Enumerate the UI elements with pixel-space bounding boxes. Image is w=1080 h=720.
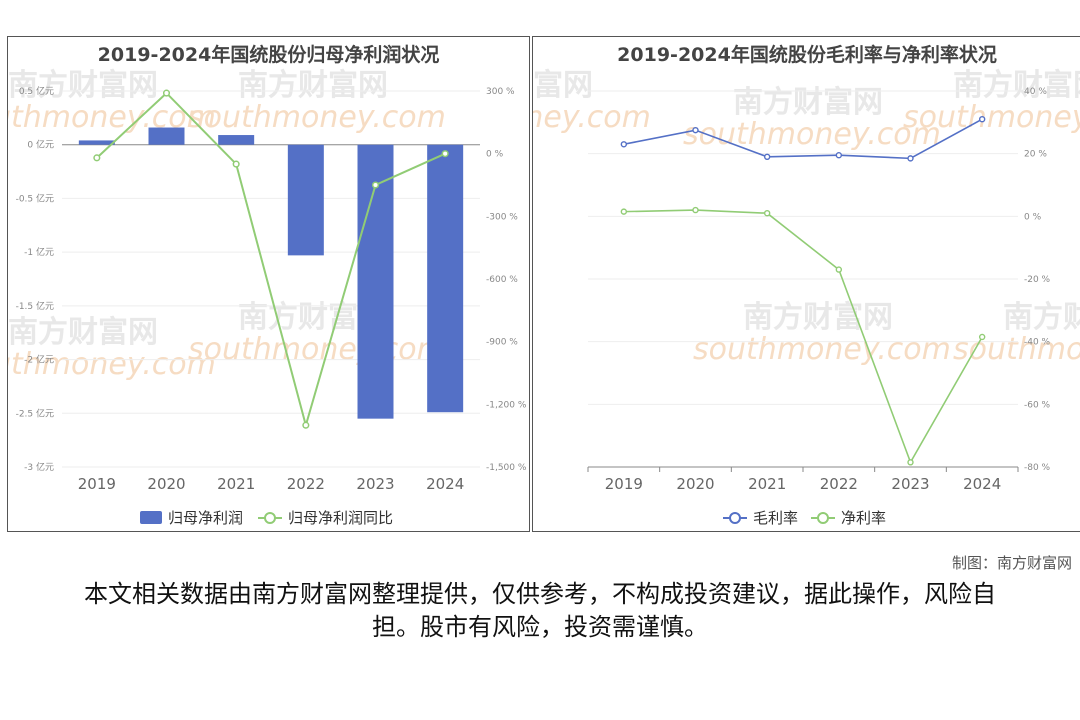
x-axis-tick: 2022 (287, 475, 325, 493)
point-series-0-2024 (978, 115, 986, 123)
x-axis-tick: 2023 (891, 475, 929, 493)
right-axis-tick: 300 % (486, 87, 515, 97)
line-series-1 (623, 209, 983, 465)
watermark-text: southmoney.com (693, 332, 951, 367)
watermark-text: 南方财富网 (1003, 300, 1080, 335)
bar-2020 (148, 127, 185, 145)
point-series-1-2023 (907, 459, 914, 466)
point-series-0-2023 (907, 155, 914, 162)
x-axis-tick: 2019 (78, 475, 116, 493)
x-axis-tick: 2020 (676, 475, 714, 493)
point-series-1-2022 (835, 266, 843, 273)
left-axis-tick: -0.5 亿元 (16, 192, 54, 204)
x-axis-tick: 2020 (147, 475, 185, 493)
right-axis-tick: 0 % (486, 150, 504, 160)
legend-swatch-marker (729, 512, 741, 524)
watermark-text: 南方财富网 (953, 68, 1080, 103)
right-chart-svg: 南方财富网southmoney.com南方财富网southmoney.com南方… (533, 68, 1080, 527)
right-chart-title: 2019-2024年国统股份毛利率与净利率状况 (617, 44, 997, 66)
point-series-0-2019 (620, 141, 628, 148)
left-axis-tick: -2 亿元 (24, 354, 54, 366)
right-axis-tick: 40 % (1024, 87, 1047, 97)
right-axis-tick: -40 % (1024, 338, 1051, 348)
point-yoy-2023 (371, 181, 380, 189)
point-series-0-2021 (763, 153, 771, 161)
legend-label: 毛利率 (753, 509, 798, 527)
x-axis-tick: 2021 (217, 475, 255, 493)
left-axis-tick: 0.5 亿元 (19, 85, 54, 97)
watermark-text: southmoney.com (903, 100, 1080, 135)
bar-2024 (427, 144, 464, 413)
watermark-text: southmoney.com (683, 117, 941, 152)
x-axis-tick: 2024 (426, 475, 464, 493)
left-chart-svg: 南方财富网southmoney.com南方财富网southmoney.com南方… (8, 68, 527, 527)
left-axis-tick: -1.5 亿元 (16, 300, 54, 312)
watermark-text: southmoney.com (8, 347, 216, 382)
point-yoy-2022 (302, 421, 310, 429)
point-series-1-2020 (692, 206, 699, 214)
bar-2022 (287, 144, 324, 256)
watermark-text: 南方财富网 (8, 68, 158, 103)
legend-swatch-marker (264, 512, 276, 524)
left-axis-tick: 0 亿元 (27, 139, 54, 151)
legend-label-line: 归母净利润同比 (288, 509, 393, 527)
watermark-text: southmoney.com (8, 100, 216, 135)
x-axis-tick: 2021 (748, 475, 786, 493)
right-axis-tick: -60 % (1024, 400, 1051, 410)
watermark-text: southmoney.com (533, 100, 651, 135)
watermark-text: 南方财富网 (238, 68, 388, 103)
watermark-text: 南方财富网 (533, 68, 593, 103)
watermark-text: 南方财富网 (743, 300, 893, 335)
legend-label-bar: 归母净利润 (168, 509, 243, 527)
right-axis-tick: -900 % (486, 338, 518, 348)
right-axis-tick: -300 % (486, 212, 518, 222)
right-axis-tick: -20 % (1024, 275, 1051, 285)
watermark-text: southmoney.com (953, 332, 1080, 367)
right-axis-tick: 0 % (1024, 212, 1042, 222)
disclaimer-text: 本文相关数据由南方财富网整理提供，仅供参考，不构成投资建议，据此操作，风险自担。… (84, 580, 996, 641)
x-axis-tick: 2023 (356, 475, 394, 493)
left-chart-title: 2019-2024年国统股份归母净利润状况 (97, 44, 440, 66)
bar-2023 (357, 144, 394, 419)
legend-swatch-marker (817, 512, 829, 524)
left-axis-tick: -3 亿元 (24, 461, 54, 473)
point-yoy-2024 (441, 150, 449, 158)
point-series-0-2020 (692, 126, 699, 134)
line-yoy (96, 91, 446, 429)
x-axis-tick: 2019 (605, 475, 643, 493)
x-axis-tick: 2024 (963, 475, 1001, 493)
point-yoy-2020 (162, 89, 171, 97)
left-chart-panel: 南方财富网southmoney.com南方财富网southmoney.com南方… (7, 36, 530, 532)
watermark-text: southmoney.com (188, 332, 446, 367)
watermark-text: 南方财富网 (8, 315, 158, 350)
watermark-text: 南方财富网 (733, 85, 883, 120)
point-yoy-2021 (232, 160, 240, 168)
point-series-0-2022 (835, 152, 843, 159)
legend-label: 净利率 (841, 509, 886, 527)
right-axis-tick: -600 % (486, 275, 518, 285)
line-series-0 (623, 118, 983, 160)
point-yoy-2019 (93, 154, 101, 162)
right-axis-tick: -80 % (1024, 463, 1051, 473)
point-series-1-2024 (978, 333, 986, 341)
right-axis-tick: 20 % (1024, 150, 1047, 160)
right-chart-panel: 南方财富网southmoney.com南方财富网southmoney.com南方… (532, 36, 1080, 532)
watermark-text: southmoney.com (188, 100, 446, 135)
chart-credit: 制图：南方财富网 (951, 554, 1072, 572)
left-axis-tick: -1 亿元 (24, 246, 54, 258)
legend-swatch-bar (140, 511, 162, 524)
point-series-1-2019 (620, 208, 628, 215)
x-axis-tick: 2022 (820, 475, 858, 493)
point-series-1-2021 (763, 209, 771, 217)
bar-2021 (218, 135, 255, 145)
right-axis-tick: -1,200 % (486, 400, 527, 410)
left-axis-tick: -2.5 亿元 (16, 407, 54, 419)
right-axis-tick: -1,500 % (486, 463, 527, 473)
bar-2019 (78, 140, 115, 145)
